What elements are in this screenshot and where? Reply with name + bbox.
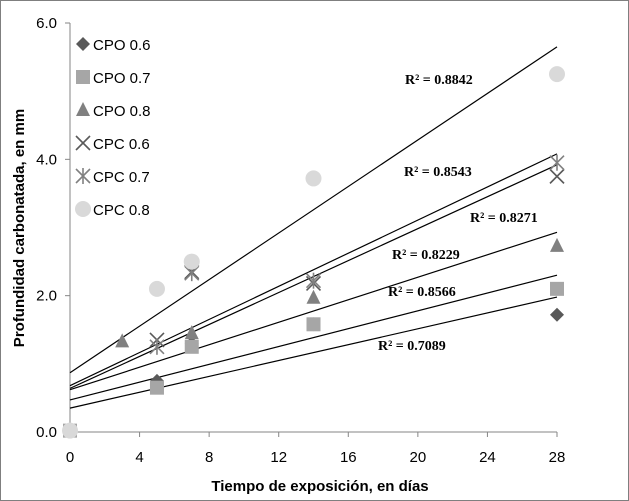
point-cpo-0-7: [306, 317, 321, 332]
legend-label: CPO 0.6: [93, 37, 151, 54]
x-tick-label: 12: [270, 449, 287, 466]
legend-item-cpc-0-8: CPC 0.8: [75, 201, 150, 219]
x-tick-label: 20: [410, 449, 427, 466]
legend-label: CPO 0.8: [93, 103, 151, 120]
y-axis-title: Profundidad carbonatada, en mm: [11, 109, 28, 347]
circle-marker: [549, 66, 565, 83]
circle-marker: [75, 201, 91, 217]
triangle-marker: [550, 237, 564, 252]
square-marker: [184, 339, 199, 354]
point-cpc-0-8: [148, 280, 165, 297]
trendline-cpc-0-7: [69, 153, 558, 387]
r2-label: R² = 0.8543: [404, 165, 472, 180]
legend-marker: [76, 102, 90, 116]
legend-marker: [75, 168, 91, 184]
legend-item-cpo-0-7: CPO 0.7: [76, 70, 151, 87]
legend-item-cpc-0-6: CPC 0.6: [75, 135, 150, 153]
x-axis-title: Tiempo de exposición, en días: [211, 478, 428, 495]
circle-marker: [305, 170, 322, 187]
point-cpo-0-7: [149, 380, 164, 395]
circle-marker: [62, 422, 78, 439]
point-cpo-0-8: [115, 333, 130, 348]
x-tick-label: 0: [66, 449, 74, 466]
square-marker: [76, 70, 90, 84]
point-cpc-0-7: [149, 338, 165, 355]
point-cpo-0-7: [184, 339, 199, 354]
r2-label: R² = 0.7089: [378, 339, 446, 354]
point-cpo-0-8: [184, 325, 199, 340]
trendlines: [69, 46, 558, 409]
triangle-marker: [115, 333, 130, 348]
legend-marker: [76, 37, 90, 51]
data-points: [62, 66, 565, 439]
diamond-marker: [76, 37, 90, 51]
r2-label: R² = 0.8271: [470, 211, 538, 226]
legend-label: CPC 0.8: [93, 202, 150, 219]
point-cpc-0-7: [305, 272, 322, 289]
point-cpo-0-6: [550, 307, 564, 322]
point-cpc-0-8: [183, 253, 200, 270]
circle-marker: [148, 280, 165, 297]
point-cpo-0-7: [550, 281, 564, 296]
circle-marker: [183, 253, 200, 270]
legend-label: CPO 0.7: [93, 70, 151, 87]
diamond-marker: [550, 307, 564, 322]
x-marker-stroke: [549, 168, 565, 184]
legend-item-cpo-0-8: CPO 0.8: [76, 102, 151, 120]
r2-label: R² = 0.8842: [405, 73, 473, 88]
triangle-marker: [306, 289, 321, 304]
x-tick-label: 24: [479, 449, 496, 466]
point-cpc-0-8: [549, 66, 565, 83]
point-cpc-0-6: [549, 168, 565, 184]
point-cpc-0-8: [62, 422, 78, 439]
x-tick-label: 28: [549, 449, 566, 466]
x-tick-label: 4: [135, 449, 143, 466]
y-tick-label: 0.0: [36, 424, 57, 441]
legend-label: CPC 0.7: [93, 169, 150, 186]
y-tick-label: 2.0: [36, 288, 57, 305]
point-cpc-0-7: [549, 154, 565, 171]
y-tick-label: 4.0: [36, 151, 57, 168]
r2-annotations: R² = 0.8842 R² = 0.8543 R² = 0.8271 R² = 0.…: [378, 73, 538, 354]
legend-item-cpc-0-7: CPC 0.7: [75, 168, 150, 186]
legend: CPO 0.6 CPO 0.7 CPO 0.8 CPC 0.6 CPC 0.7 CPC 0…: [75, 37, 151, 219]
square-marker: [149, 380, 164, 395]
square-marker: [550, 281, 564, 296]
point-cpo-0-8: [550, 237, 564, 252]
legend-label: CPC 0.6: [93, 136, 150, 153]
point-cpo-0-8: [306, 289, 321, 304]
axes: 0 4 8 12 16 20 24 28 0.0 2.0 4.0 6.0: [36, 15, 565, 466]
legend-marker: [76, 70, 90, 84]
legend-item-cpo-0-6: CPO 0.6: [76, 37, 151, 54]
x-marker-stroke: [75, 135, 91, 151]
trendline-cpo-0-7: [69, 274, 558, 401]
trendline-cpo-0-8: [69, 231, 558, 391]
trendline-cpo-0-6: [69, 296, 558, 409]
y-tick-label: 6.0: [36, 15, 57, 32]
triangle-marker: [184, 325, 199, 340]
legend-marker: [75, 201, 91, 217]
r2-label: R² = 0.8566: [388, 285, 456, 300]
legend-marker: [75, 135, 91, 151]
trendline-cpc-0-8: [69, 46, 558, 374]
x-tick-label: 8: [205, 449, 213, 466]
triangle-marker: [76, 102, 90, 116]
square-marker: [306, 317, 321, 332]
r2-label: R² = 0.8229: [392, 248, 460, 263]
point-cpc-0-8: [305, 170, 322, 187]
x-tick-label: 16: [340, 449, 357, 466]
